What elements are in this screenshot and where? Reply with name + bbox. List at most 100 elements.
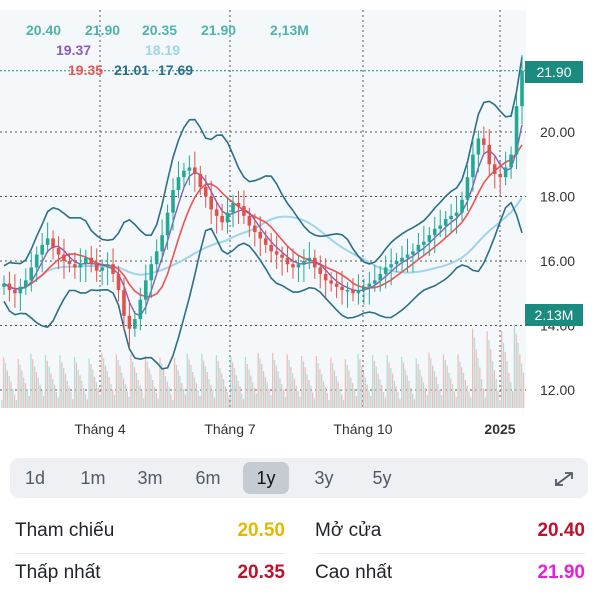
- volume-bar: [37, 377, 39, 408]
- volume-bar: [308, 380, 310, 408]
- volume-bar: [257, 352, 259, 408]
- candle-body: [334, 283, 339, 287]
- volume-bar: [297, 391, 299, 408]
- tab-1m[interactable]: 1m: [80, 468, 106, 488]
- volume-bar: [426, 395, 428, 408]
- volume-bar: [415, 358, 417, 408]
- candle-body: [203, 186, 208, 197]
- candle-body: [514, 106, 519, 155]
- volume-bar: [68, 386, 70, 408]
- open-value: 20.40: [537, 520, 585, 541]
- volume-bar: [355, 396, 357, 408]
- volume-bar: [144, 356, 147, 408]
- volume-bar: [402, 362, 405, 408]
- volume-bar: [419, 369, 421, 408]
- volume-bar: [488, 340, 490, 408]
- volume-bar: [3, 357, 5, 408]
- tab-5y[interactable]: 5y: [372, 468, 392, 488]
- divider: [15, 553, 285, 554]
- candle-body: [285, 257, 290, 265]
- volume-bar: [359, 359, 361, 408]
- volume-bar: [10, 381, 12, 408]
- volume-bar: [83, 388, 85, 408]
- candle-body: [465, 177, 470, 200]
- volume-bar: [292, 372, 294, 408]
- tab-1d[interactable]: 1d: [24, 468, 46, 488]
- tab-1y[interactable]: 1y: [243, 462, 289, 494]
- volume-bar: [279, 378, 281, 408]
- volume-bar: [99, 395, 101, 408]
- volume-bar: [190, 364, 192, 408]
- volume-bar: [379, 379, 381, 408]
- candle-body: [165, 212, 170, 236]
- y-tick-label: 18.00: [540, 189, 575, 205]
- volume-bar: [15, 400, 18, 408]
- volume-bar: [199, 396, 201, 408]
- volume-bar: [26, 388, 28, 408]
- volume-bar: [63, 368, 65, 408]
- candle-body: [242, 206, 246, 216]
- volume-bar: [406, 375, 408, 408]
- volume-bar: [333, 370, 336, 408]
- volume-bar: [282, 389, 285, 408]
- volume-bar: [255, 393, 257, 408]
- volume-bar: [226, 392, 228, 408]
- candle-body: [296, 264, 301, 268]
- volume-bar: [353, 388, 356, 408]
- candle-body: [509, 154, 513, 168]
- volume-bar: [21, 370, 23, 408]
- tab-3m[interactable]: 3m: [137, 468, 163, 488]
- candle-body: [471, 154, 475, 178]
- candle-body: [13, 290, 17, 294]
- tab-3y[interactable]: 3y: [314, 468, 334, 488]
- candle-body: [372, 280, 377, 284]
- volume-bar: [337, 381, 339, 408]
- volume-bar: [143, 398, 145, 408]
- volume-bar: [137, 380, 139, 408]
- volume-bar: [52, 379, 54, 408]
- high-value: 21.90: [537, 562, 585, 583]
- candle-body: [318, 267, 323, 274]
- candle-body: [291, 264, 295, 268]
- volume-bar: [453, 391, 456, 408]
- bb-middle-value: 19.35: [68, 62, 104, 78]
- volume-bar: [192, 372, 194, 408]
- bb-lower-line: [3, 201, 523, 370]
- volume-bar: [246, 364, 248, 408]
- candle-body: [236, 202, 241, 207]
- volume-bar: [224, 386, 227, 408]
- volume-bar: [306, 374, 308, 408]
- volume-bar: [248, 369, 250, 408]
- volume-bar: [148, 368, 150, 408]
- y-tick-label: 20.00: [540, 124, 575, 140]
- volume-bar: [392, 373, 394, 408]
- divider: [315, 553, 585, 554]
- bb-lower-value: 17.69: [158, 62, 194, 78]
- volume-bar: [259, 358, 261, 408]
- volume-bar: [48, 366, 50, 408]
- volume-bar: [90, 364, 92, 408]
- tab-6m[interactable]: 6m: [195, 468, 221, 488]
- candle-body: [193, 167, 197, 174]
- volume-bar: [221, 373, 223, 408]
- volume-bar: [321, 374, 323, 408]
- volume-bar: [273, 360, 276, 408]
- candle-body: [187, 167, 192, 171]
- volume-bar: [195, 383, 197, 408]
- volume-bar: [217, 360, 219, 408]
- volume-bar: [368, 390, 370, 408]
- volume-bar: [433, 371, 436, 408]
- candle-body: [378, 273, 383, 281]
- expand-arrows-icon[interactable]: [553, 470, 575, 488]
- candle-body: [416, 244, 421, 252]
- volume-bar: [315, 356, 317, 408]
- volume-bar: [448, 372, 450, 408]
- volume-bar: [499, 400, 501, 408]
- volume-bar: [41, 390, 43, 408]
- volume-bar: [206, 372, 208, 408]
- candle-body: [340, 286, 344, 291]
- volume-bar: [350, 377, 352, 408]
- candle-body: [67, 261, 72, 265]
